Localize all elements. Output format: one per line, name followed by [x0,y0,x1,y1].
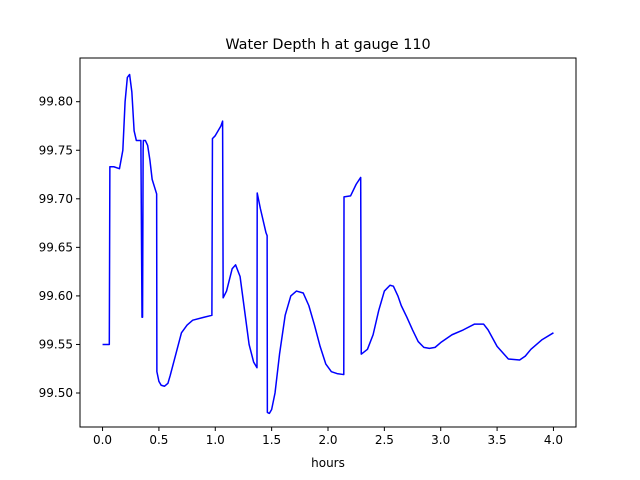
y-tick-label: 99.70 [39,192,73,206]
x-tick-label: 4.0 [544,433,563,447]
x-tick-label: 3.0 [431,433,450,447]
plot-area [102,73,554,415]
axes-frame [79,57,577,428]
y-tick-label: 99.65 [39,240,73,254]
x-axis-label: hours [311,456,345,470]
x-tick-label: 0.0 [93,433,112,447]
x-tick-label: 1.0 [206,433,225,447]
x-axis-ticks: 0.0 0.5 1.0 1.5 2.0 2.5 3.0 3.5 4.0 [93,427,563,447]
y-axis-ticks: 99.50 99.55 99.60 99.65 99.70 99.75 99.80 [39,95,80,400]
y-tick-label: 99.80 [39,95,73,109]
chart-title: Water Depth h at gauge 110 [225,37,430,53]
x-tick-label: 3.5 [488,433,507,447]
x-tick-label: 1.5 [262,433,281,447]
x-tick-label: 2.0 [318,433,337,447]
x-tick-label: 2.5 [375,433,394,447]
y-tick-label: 99.75 [39,143,73,157]
series-line-0 [102,73,554,415]
y-tick-label: 99.60 [39,289,73,303]
y-tick-label: 99.55 [39,337,73,351]
x-tick-label: 0.5 [149,433,168,447]
y-tick-label: 99.50 [39,386,73,400]
